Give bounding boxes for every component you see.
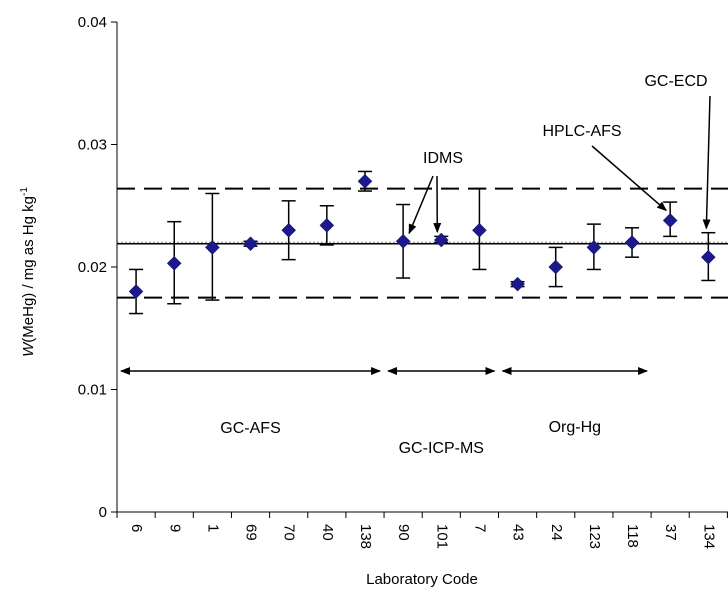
x-tick-label: 69 (243, 524, 260, 541)
y-axis-title-text: (MeHg) / mg as Hg kg (20, 196, 37, 343)
annotation-arrow (591, 145, 667, 212)
annotation-arrow (408, 175, 434, 235)
data-point (624, 235, 640, 250)
y-tick-label: 0.01 (78, 382, 107, 399)
data-point (700, 249, 716, 265)
x-tick-label: 37 (662, 524, 679, 541)
data-point (433, 232, 449, 248)
x-tick-label: 7 (471, 524, 488, 532)
x-tick-label: 90 (395, 524, 412, 541)
data-point (662, 213, 678, 228)
y-tick-label: 0.02 (78, 259, 107, 276)
annotation-label: IDMS (423, 150, 463, 167)
x-tick-label: 134 (700, 524, 717, 549)
data-point (128, 284, 144, 299)
x-tick-label: 24 (548, 524, 565, 541)
group-label: GC-ICP-MS (399, 440, 484, 457)
data-point (281, 222, 297, 238)
group-label: GC-AFS (220, 420, 280, 437)
data-point (548, 259, 564, 275)
annotation-label: HPLC-AFS (542, 123, 621, 140)
annotation-arrow (702, 95, 711, 230)
tick-labels-layer: 00.010.020.030.046 9 1 69 70 40 138 90 101 7 43 24 1… (78, 14, 728, 588)
y-tick-label: 0.03 (78, 137, 107, 154)
x-tick-label: 123 (586, 524, 603, 549)
data-point (586, 240, 602, 255)
x-tick-label: 138 (357, 524, 374, 549)
data-point (395, 233, 411, 249)
data-point (357, 173, 373, 189)
annotations-layer: IDMS HPLC-AFS GC-ECD (408, 73, 711, 235)
x-tick-label: 43 (510, 524, 527, 541)
axes-layer (116, 22, 728, 513)
x-tick-label: 40 (319, 524, 336, 541)
data-point (243, 236, 258, 252)
y-axis-title-var: W (20, 342, 37, 357)
y-tick-label: 0.04 (78, 14, 107, 31)
group-labels-layer: GC-AFS GC-ICP-MS Org-Hg (120, 367, 649, 457)
data-point (166, 255, 182, 271)
x-tick-label: 1 (204, 524, 221, 532)
data-point (510, 276, 525, 292)
y-tick-label: 0 (99, 504, 107, 521)
x-tick-label: 70 (281, 524, 298, 541)
x-tick-label: 9 (166, 524, 183, 532)
y-axis-title-sup: -1 (19, 187, 30, 197)
data-point (319, 217, 335, 233)
y-axis-title: W(MeHg) / mg as Hg kg-1 (19, 187, 37, 357)
group-label: Org-Hg (549, 419, 601, 436)
data-point (205, 240, 220, 255)
x-tick-label: 6 (128, 524, 145, 532)
x-tick-label: 101 (433, 524, 450, 549)
x-axis-title: Laboratory Code (366, 571, 478, 588)
y-axis-title-wrap: W(MeHg) / mg as Hg kg-1 (18, 0, 38, 590)
data-point (472, 222, 487, 238)
data-points-layer (128, 170, 716, 315)
x-tick-label: 118 (624, 524, 641, 548)
annotation-label: GC-ECD (644, 73, 707, 90)
